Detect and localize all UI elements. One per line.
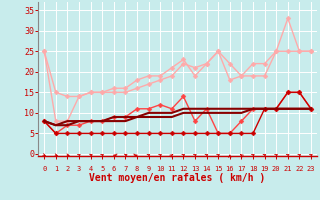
X-axis label: Vent moyen/en rafales ( km/h ): Vent moyen/en rafales ( km/h ) [90,173,266,183]
